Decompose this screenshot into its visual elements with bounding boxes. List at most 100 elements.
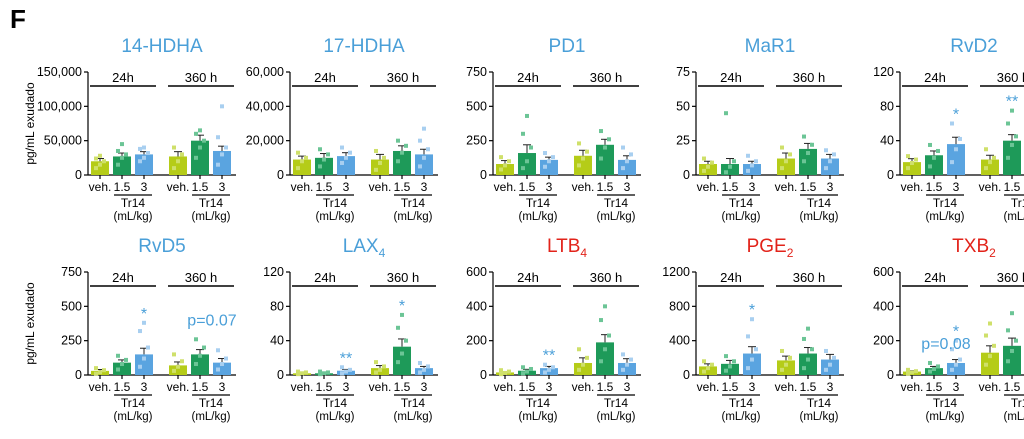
timepoint-label: 360 h xyxy=(185,270,218,285)
bar-tr14-3 xyxy=(947,144,965,175)
tr14-label: Tr14 xyxy=(323,196,348,210)
y-tick-label: 400 xyxy=(669,334,690,348)
data-point xyxy=(216,348,220,353)
bar-tr14-3 xyxy=(821,359,839,375)
data-point xyxy=(142,145,146,150)
data-point xyxy=(1006,155,1010,160)
bar-veh xyxy=(169,156,187,175)
data-point xyxy=(724,170,728,175)
data-point xyxy=(396,325,400,330)
timepoint-label: 360 h xyxy=(387,70,420,85)
data-point xyxy=(525,113,529,118)
bar-veh xyxy=(293,159,311,175)
x-tick-label: 1.5 xyxy=(519,380,536,394)
data-point xyxy=(418,138,422,143)
data-point xyxy=(607,137,611,142)
bar-tr14-1-5 xyxy=(1003,345,1021,375)
y-tick-label: 0 xyxy=(887,368,894,382)
bar-tr14-3 xyxy=(540,159,558,175)
data-point xyxy=(422,367,426,372)
data-point xyxy=(348,150,352,155)
timepoint-label: 360 h xyxy=(793,70,826,85)
y-tick-label: 75 xyxy=(676,65,690,79)
x-tick-label: veh. xyxy=(901,380,924,394)
timepoint-label: 24h xyxy=(720,270,742,285)
data-point xyxy=(599,318,603,323)
bar-tr14-1-5 xyxy=(191,354,209,375)
data-point xyxy=(984,362,988,367)
data-point xyxy=(906,166,910,171)
data-point xyxy=(220,362,224,367)
data-point xyxy=(702,156,706,161)
bar-tr14-3 xyxy=(947,362,965,375)
data-point xyxy=(382,364,386,369)
data-point xyxy=(806,357,810,362)
data-point xyxy=(374,360,378,365)
chart-title-main: TXB xyxy=(952,236,989,257)
bar-tr14-1-5 xyxy=(925,368,943,375)
x-tick-label: veh. xyxy=(494,380,517,394)
y-tick-label: 750 xyxy=(61,265,82,279)
timepoint-label: 24h xyxy=(314,270,336,285)
y-tick-label: 0 xyxy=(887,168,894,182)
x-tick-label: veh. xyxy=(494,180,517,194)
data-point xyxy=(992,343,996,348)
data-point xyxy=(824,166,828,171)
bar-tr14-1-5 xyxy=(113,362,131,375)
x-tick-label: veh. xyxy=(291,380,314,394)
data-point xyxy=(525,369,529,374)
bar-tr14-1-5 xyxy=(925,155,943,175)
data-point xyxy=(172,352,176,357)
data-point xyxy=(404,338,408,343)
data-point xyxy=(521,371,525,376)
chart-title: LTB4 xyxy=(547,236,587,260)
data-point xyxy=(928,369,932,374)
data-point xyxy=(322,157,326,162)
data-point xyxy=(958,136,962,141)
data-point xyxy=(400,312,404,317)
timepoint-label: 24h xyxy=(112,70,134,85)
bar-tr14-1-5 xyxy=(518,153,536,175)
data-point xyxy=(521,166,525,171)
data-point xyxy=(194,362,198,367)
data-point xyxy=(906,154,910,159)
tr14-label: Tr14 xyxy=(729,196,754,210)
chart-title-main: PGE xyxy=(747,236,787,257)
data-point xyxy=(124,152,128,157)
x-tick-label: 3 xyxy=(749,380,756,394)
dose-unit-label: (mL/kg) xyxy=(519,411,558,423)
data-point xyxy=(784,159,788,164)
data-point xyxy=(724,354,728,359)
significance-marker: ** xyxy=(543,348,555,365)
data-point xyxy=(318,372,322,377)
bar-tr14-1-5 xyxy=(315,157,333,175)
bar-veh xyxy=(169,365,187,375)
bar-tr14-3 xyxy=(618,362,636,375)
data-point xyxy=(216,367,220,372)
x-tick-label: 1.5 xyxy=(192,180,209,194)
data-point xyxy=(788,355,792,360)
timepoint-label: 24h xyxy=(720,70,742,85)
bar-veh xyxy=(981,159,999,175)
x-tick-label: veh. xyxy=(775,180,798,194)
y-tick-label: 600 xyxy=(466,265,487,279)
data-point xyxy=(499,368,503,373)
chart-title-main: 17-HDHA xyxy=(323,36,405,57)
x-tick-label: veh. xyxy=(291,180,314,194)
y-tick-label: 40 xyxy=(880,134,894,148)
data-point xyxy=(780,348,784,353)
timepoint-label: 24h xyxy=(924,70,946,85)
data-point xyxy=(547,159,551,164)
dose-unit-label: (mL/kg) xyxy=(114,411,153,423)
x-tick-label: veh. xyxy=(697,180,720,194)
tr14-label: Tr14 xyxy=(807,196,832,210)
data-point xyxy=(116,367,120,372)
y-tick-label: 120 xyxy=(263,265,284,279)
data-point xyxy=(220,152,224,157)
